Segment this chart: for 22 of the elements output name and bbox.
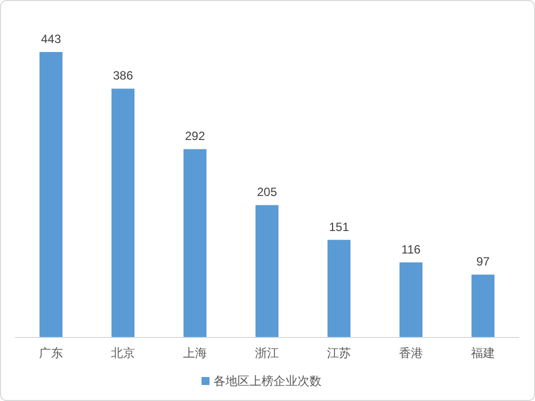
bar [472,274,494,337]
bar [112,88,134,337]
bar [400,262,422,337]
x-tick-label: 广东 [39,346,63,360]
x-tick-label: 福建 [471,346,495,360]
bar [328,240,350,337]
bar [184,149,206,337]
data-label: 205 [256,185,278,200]
bar [256,205,278,337]
data-label: 116 [401,242,421,256]
data-label: 443 [40,32,62,46]
data-label: 386 [112,68,134,83]
legend-label: 各地区上榜企业次数 [214,374,322,388]
x-tick-label: 江苏 [327,346,351,360]
data-label: 151 [328,220,350,234]
bar [40,52,62,337]
x-tick-label: 浙江 [255,346,279,360]
x-tick-label: 香港 [399,346,423,360]
x-tick-label: 北京 [111,346,135,360]
data-label: 292 [184,129,206,144]
data-label: 97 [476,254,490,269]
x-tick-label: 上海 [183,346,207,360]
